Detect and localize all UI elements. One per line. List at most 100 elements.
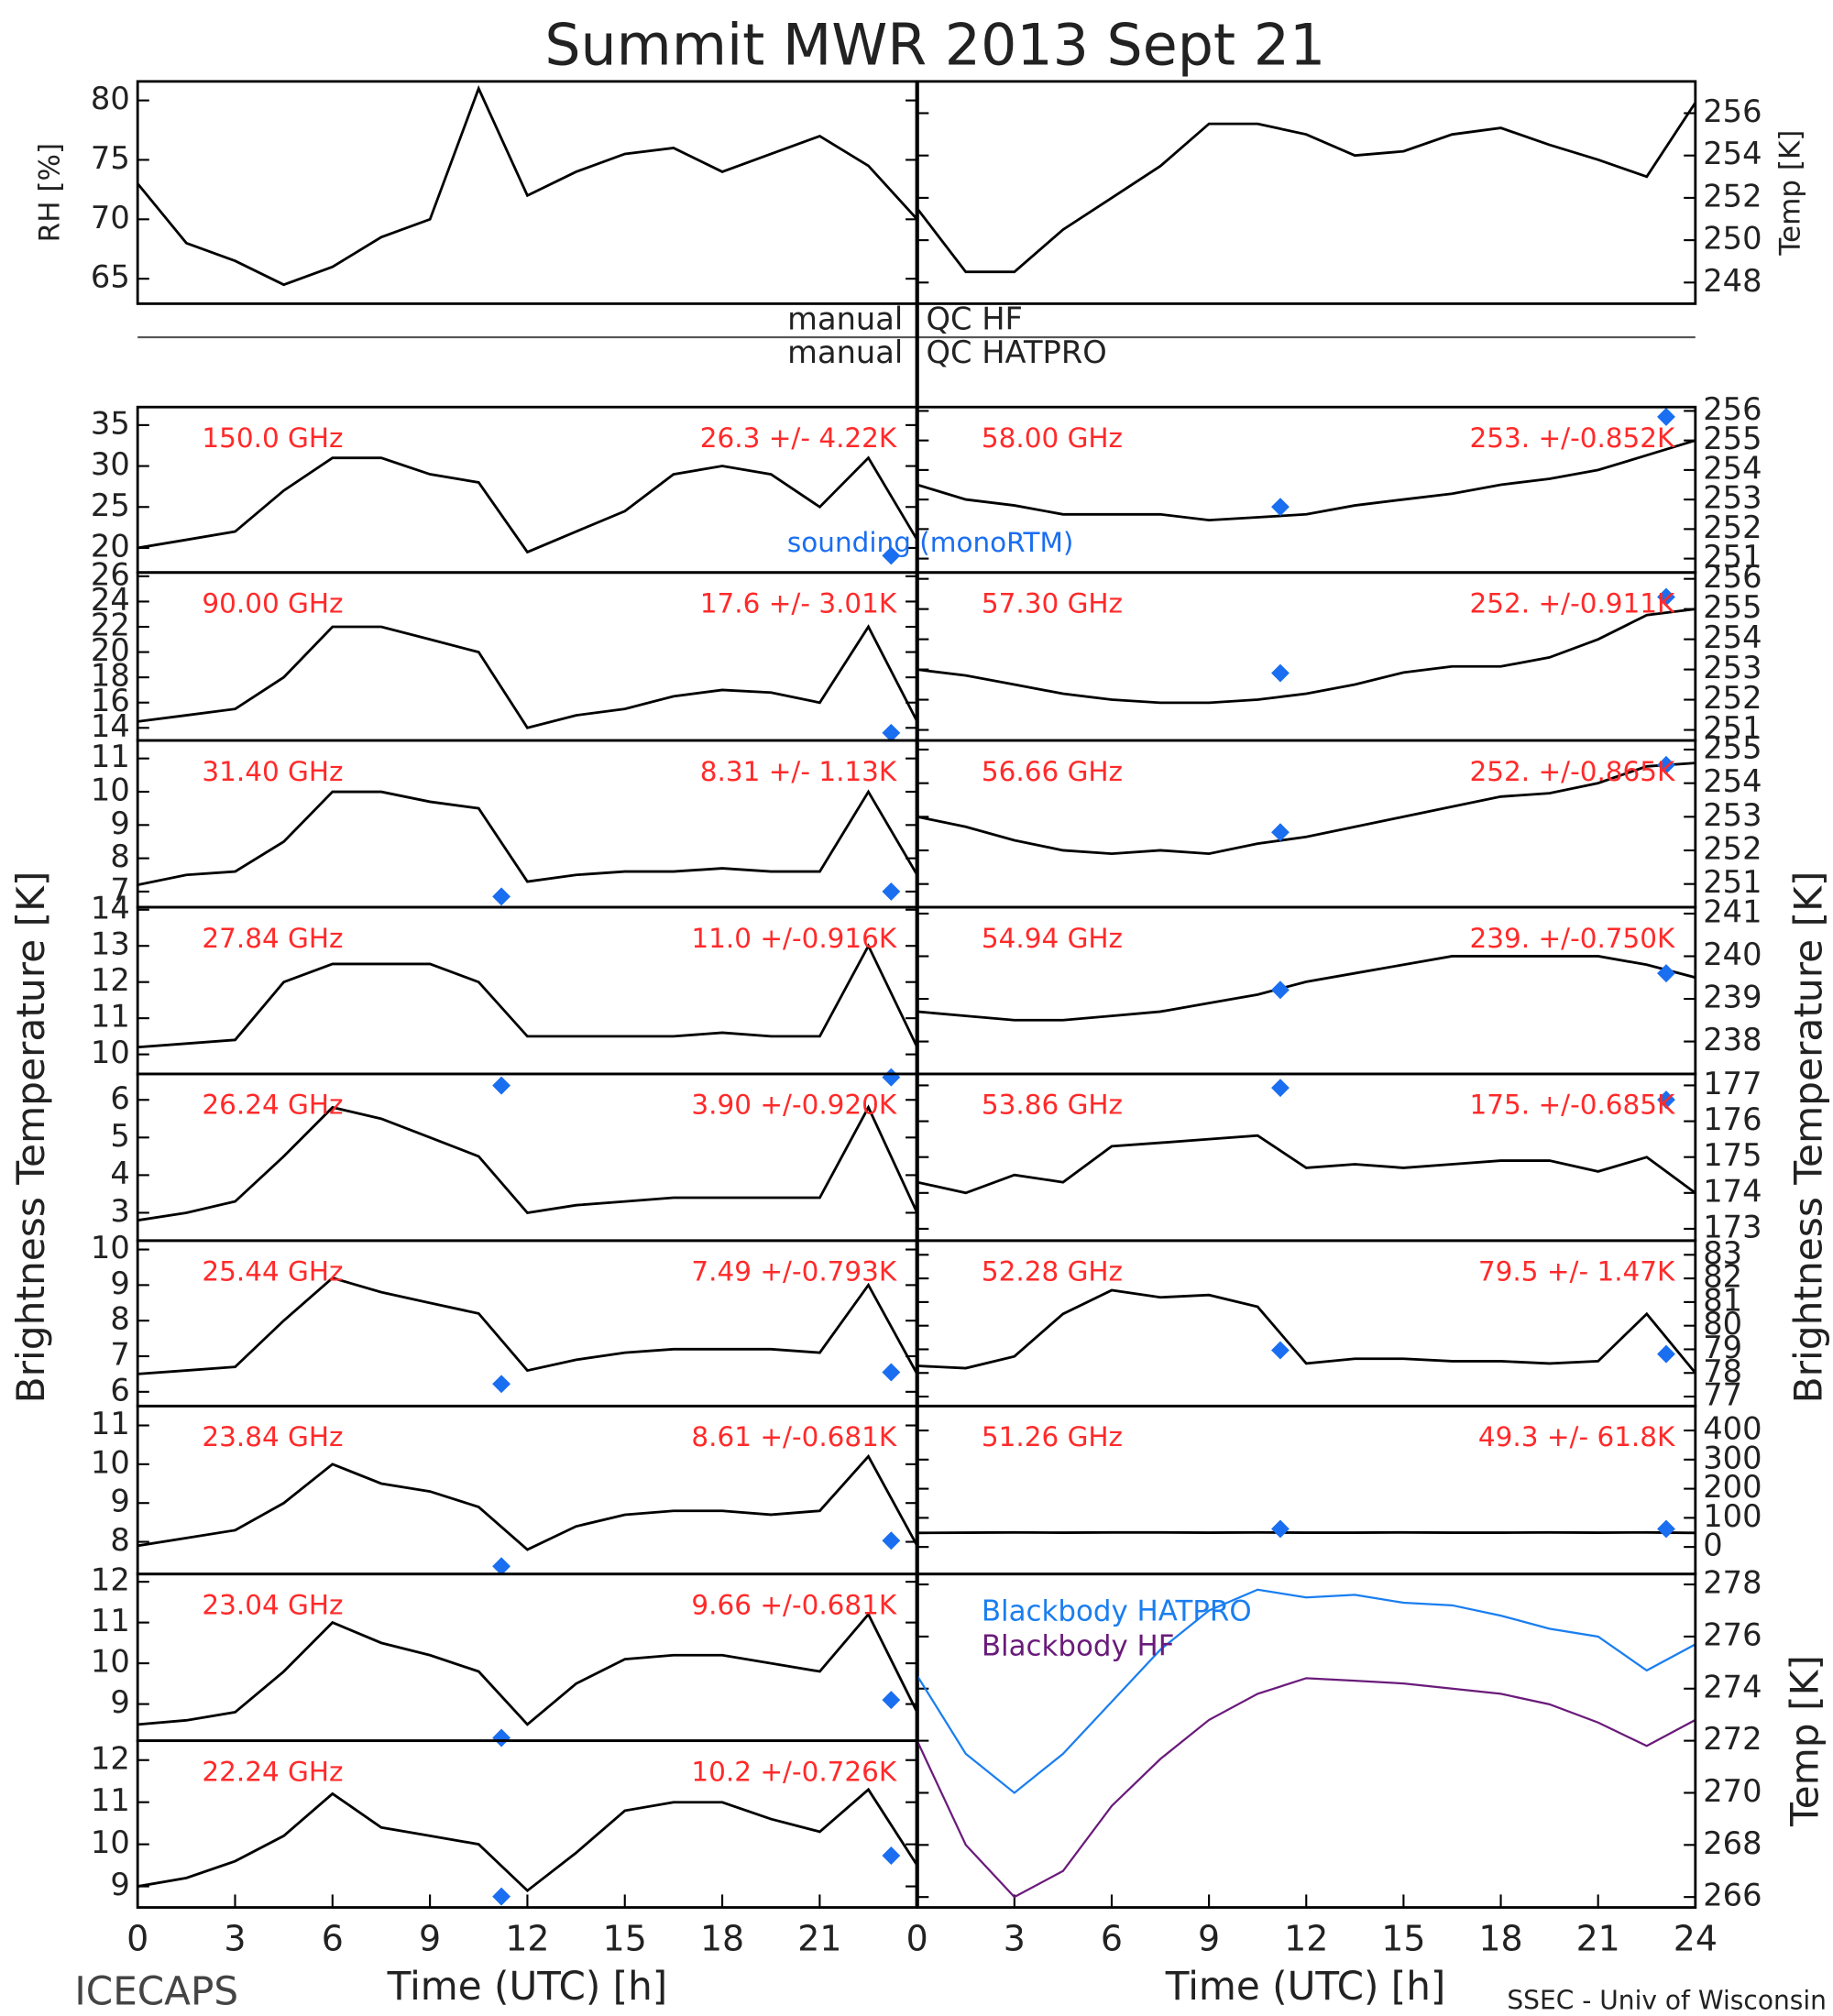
y-tick-label: 14	[91, 708, 130, 744]
channel-label: 27.84 GHz	[202, 923, 343, 954]
y-tick-label: 11	[91, 1603, 130, 1638]
y-tick-label: 65	[91, 259, 130, 295]
y-tick-label: 80	[1703, 1306, 1742, 1342]
data-line	[916, 439, 1696, 522]
y-tick-label: 11	[91, 739, 130, 774]
y-tick-label: 274	[1703, 1669, 1762, 1704]
y-tick-label: 276	[1703, 1616, 1762, 1652]
sounding-marker	[1657, 407, 1675, 426]
y-tick-label: 8	[110, 838, 129, 874]
x-tick-label: 3	[224, 1919, 246, 1959]
y-tick-label: 10	[91, 1035, 130, 1070]
y-tick-label: 239	[1703, 979, 1762, 1014]
data-line	[137, 1276, 917, 1375]
x-tick-label: 21	[797, 1919, 841, 1959]
y-tick-label: 8	[110, 1301, 129, 1337]
y-tick-label: 255	[1703, 589, 1762, 625]
y-tick-label: 238	[1703, 1022, 1762, 1057]
sounding-marker	[882, 1531, 901, 1550]
plot-area	[916, 439, 1696, 522]
channel-stat: 7.49 +/-0.793K	[691, 1256, 896, 1287]
channel-stat: 11.0 +/-0.916K	[691, 923, 896, 954]
y-tick-label: 79	[1703, 1330, 1742, 1365]
y-tick-label: 4	[110, 1156, 129, 1191]
plot-area	[916, 1288, 1696, 1375]
y-tick-label: 10	[91, 1230, 130, 1265]
plot-area	[916, 1134, 1696, 1195]
x-tick-label: 18	[700, 1919, 744, 1959]
panel-frame	[916, 1572, 1697, 1909]
y-tick-label: 254	[1703, 450, 1762, 486]
y-tick-label: 272	[1703, 1721, 1762, 1757]
y-tick-label: 0	[1703, 1528, 1722, 1563]
channel-label: 23.84 GHz	[202, 1421, 343, 1452]
sounding-marker	[1271, 1341, 1290, 1360]
channel-stat: 26.3 +/- 4.22K	[700, 422, 897, 454]
sounding-marker	[882, 882, 901, 901]
sounding-marker	[492, 1728, 511, 1748]
data-line	[916, 761, 1696, 856]
data-line	[916, 1288, 1696, 1375]
data-line	[916, 608, 1696, 705]
y-tick-label: 200	[1703, 1469, 1762, 1505]
x-tick-label: 0	[126, 1919, 148, 1959]
y-tick-label: 11	[91, 1782, 130, 1818]
x-tick-label: 12	[505, 1919, 549, 1959]
sounding-marker	[492, 1375, 511, 1394]
y-axis-label: Brightness Temperature [K]	[1786, 871, 1831, 1404]
sounding-marker	[1657, 1519, 1675, 1539]
data-line	[916, 1677, 1696, 1899]
plot-area	[137, 943, 917, 1049]
sounding-marker	[882, 723, 901, 742]
y-tick-label: 256	[1703, 93, 1762, 129]
y-tick-label: 6	[110, 1372, 129, 1408]
y-tick-label: 253	[1703, 650, 1762, 685]
y-tick-label: 25	[91, 488, 130, 523]
legend-entry: Blackbody HATPRO	[982, 1594, 1252, 1627]
data-line	[137, 1612, 917, 1726]
y-tick-label: 248	[1703, 263, 1762, 299]
channel-stat: 17.6 +/- 3.01K	[700, 587, 897, 619]
y-tick-label: 252	[1703, 830, 1762, 866]
y-tick-label: 7	[110, 871, 129, 907]
y-tick-label: 176	[1703, 1101, 1762, 1137]
y-tick-label: 9	[110, 1684, 129, 1720]
y-tick-label: 81	[1703, 1282, 1742, 1318]
x-tick-label: 21	[1576, 1919, 1620, 1959]
channel-stat: 175. +/-0.685K	[1470, 1090, 1675, 1121]
y-tick-label: 20	[91, 632, 130, 668]
y-tick-label: 80	[91, 81, 130, 116]
sounding-marker	[1657, 587, 1675, 607]
y-tick-label: 11	[91, 1406, 130, 1441]
x-axis-label: Time (UTC) [h]	[387, 1964, 668, 2009]
y-tick-label: 70	[91, 200, 130, 236]
channel-stat: 252. +/-0.911K	[1470, 587, 1675, 619]
y-tick-label: 7	[110, 1336, 129, 1372]
y-tick-label: 9	[110, 1867, 129, 1902]
y-tick-label: 5	[110, 1118, 129, 1154]
y-tick-label: 26	[91, 556, 130, 592]
y-tick-label: 100	[1703, 1498, 1762, 1534]
data-line	[916, 1134, 1696, 1195]
y-tick-label: 14	[91, 890, 130, 926]
channel-stat: 253. +/-0.852K	[1470, 422, 1675, 454]
channel-label: 150.0 GHz	[202, 422, 343, 454]
y-tick-label: 252	[1703, 178, 1762, 214]
plot-area	[137, 789, 917, 886]
y-tick-label: 9	[110, 1484, 129, 1519]
channel-label: 52.28 GHz	[982, 1256, 1123, 1287]
channel-label: 22.24 GHz	[202, 1756, 343, 1787]
y-tick-label: 254	[1703, 619, 1762, 655]
y-tick-label: 250	[1703, 221, 1762, 257]
y-axis-label: Temp [K]	[1782, 1655, 1827, 1827]
y-axis-label: Temp [K]	[1774, 130, 1807, 257]
y-tick-label: 256	[1703, 559, 1762, 595]
y-tick-label: 278	[1703, 1565, 1762, 1601]
channel-label: 53.86 GHz	[982, 1090, 1123, 1121]
channel-stat: 239. +/-0.750K	[1470, 923, 1675, 954]
channel-stat: 3.90 +/-0.920K	[691, 1090, 896, 1121]
y-tick-label: 270	[1703, 1773, 1762, 1809]
y-tick-label: 6	[110, 1080, 129, 1116]
y-tick-label: 240	[1703, 937, 1762, 972]
y-tick-label: 252	[1703, 680, 1762, 716]
